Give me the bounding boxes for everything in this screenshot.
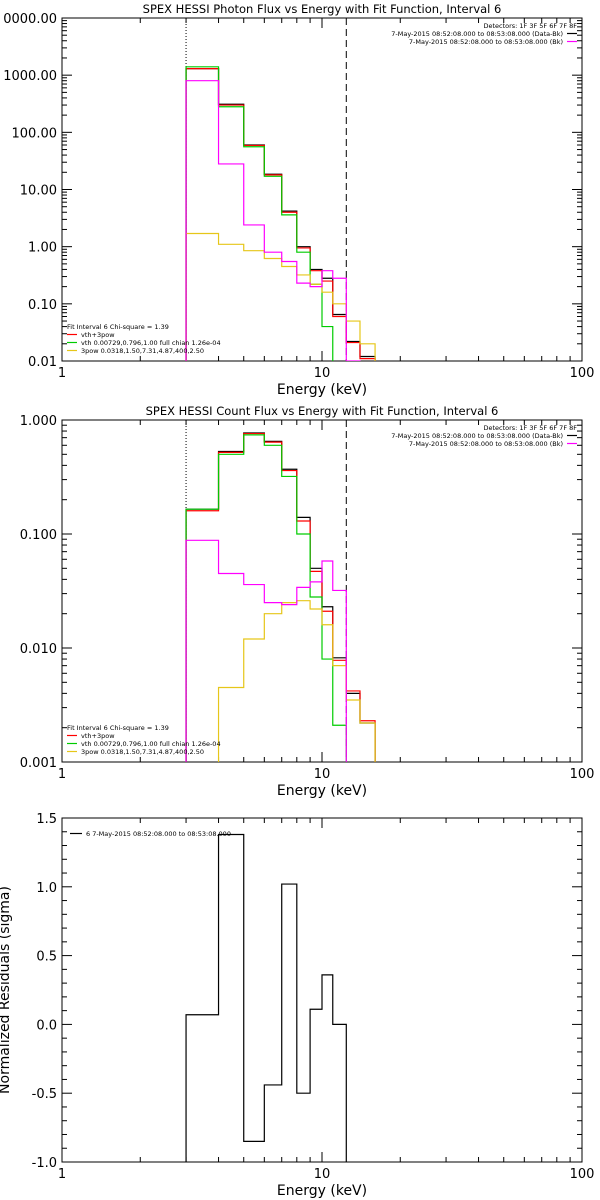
legend-entry: 7-May-2015 08:52:08.000 to 08:53:08.000 … bbox=[409, 440, 563, 448]
legend-entry: Fit Interval 6 Chi-square = 1.39 bbox=[67, 323, 169, 331]
legend-entry: vth 0.00729,0.796,1.00 full chian 1.26e-… bbox=[81, 339, 221, 347]
legend-entry: Fit Interval 6 Chi-square = 1.39 bbox=[67, 724, 169, 732]
legend-entry: 7-May-2015 08:52:08.000 to 08:53:08.000 … bbox=[409, 38, 563, 46]
chart-title: SPEX HESSI Count Flux vs Energy with Fit… bbox=[146, 404, 499, 418]
y-tick-label: 0.100 bbox=[20, 528, 57, 543]
x-tick-label: 1 bbox=[58, 1167, 66, 1182]
x-tick-label: 100 bbox=[570, 1167, 595, 1182]
legend-entry: vth+3pow bbox=[81, 331, 115, 339]
series-group bbox=[185, 432, 376, 762]
series-line-Data-Bk bbox=[185, 432, 376, 762]
x-tick-label: 10 bbox=[314, 1167, 331, 1182]
y-tick-label: 100.00 bbox=[12, 126, 58, 141]
x-tick-label: 1 bbox=[58, 767, 66, 782]
series-line-vth+3pow bbox=[185, 432, 376, 762]
x-axis-label: Energy (keV) bbox=[277, 1183, 367, 1199]
y-tick-label: 0.001 bbox=[20, 756, 57, 771]
legend-entry: 7-May-2015 08:52:08.000 to 08:53:08.000 … bbox=[391, 432, 563, 440]
series-line-6 bbox=[185, 833, 347, 1162]
series-line-3pow bbox=[185, 232, 376, 361]
chart-2: SPEX HESSI Count Flux vs Energy with Fit… bbox=[20, 404, 595, 799]
legend-entry: vth 0.00729,0.796,1.00 full chian 1.26e-… bbox=[81, 740, 221, 748]
y-tick-label: -0.5 bbox=[32, 1087, 57, 1102]
legend-entry: 6 7-May-2015 08:52:08.000 to 08:53:08.00… bbox=[86, 830, 231, 838]
x-tick-label: 100 bbox=[570, 767, 595, 782]
y-tick-label: 0.5 bbox=[36, 950, 57, 965]
y-tick-label: -1.0 bbox=[32, 1156, 57, 1171]
series-line-Bk bbox=[185, 539, 376, 762]
x-axis-label: Energy (keV) bbox=[277, 382, 367, 398]
y-tick-label: 10.00 bbox=[20, 184, 57, 199]
series-line-Data-Bk bbox=[185, 68, 376, 361]
y-tick-label: 0.0 bbox=[36, 1018, 57, 1033]
chart-1: SPEX HESSI Photon Flux vs Energy with Fi… bbox=[3, 2, 595, 398]
x-tick-label: 1 bbox=[58, 366, 66, 381]
y-tick-label: 1.00 bbox=[28, 241, 57, 256]
series-line-vth bbox=[185, 434, 376, 762]
series-group bbox=[185, 66, 376, 361]
series-line-3pow bbox=[185, 600, 376, 762]
legend-entry: 3pow 0.0318,1.50,7.31,4.87,400,2.50 bbox=[81, 347, 204, 355]
legend-entry: 7-May-2015 08:52:08.000 to 08:53:08.000 … bbox=[391, 30, 563, 38]
y-tick-label: 1.0 bbox=[36, 881, 57, 896]
legend-entry: Detectors: 1F 3F 5F 6F 7F 8F bbox=[483, 424, 577, 432]
x-tick-label: 10 bbox=[314, 767, 331, 782]
y-tick-label: 1000.00 bbox=[3, 69, 57, 84]
legend-entry: 3pow 0.0318,1.50,7.31,4.87,400,2.50 bbox=[81, 748, 204, 756]
series-line-vth bbox=[185, 66, 376, 361]
y-tick-label: 0.010 bbox=[20, 642, 57, 657]
series-group bbox=[185, 833, 347, 1162]
y-tick-label: 1.000 bbox=[20, 414, 57, 429]
series-line-vth+3pow bbox=[185, 68, 376, 361]
x-tick-label: 10 bbox=[314, 366, 331, 381]
y-tick-label: 0000.00 bbox=[3, 12, 57, 27]
chart-3: 1 10 100 Energy (keV) -1.0 -0.5 0.0 0.5 1.0 1.5 No… bbox=[0, 812, 594, 1199]
series-line-Bk bbox=[185, 80, 376, 361]
y-tick-label: 1.5 bbox=[36, 812, 57, 827]
y-tick-label: 0.01 bbox=[28, 355, 57, 370]
chart-title: SPEX HESSI Photon Flux vs Energy with Fi… bbox=[143, 2, 502, 16]
x-tick-label: 100 bbox=[570, 366, 595, 381]
y-tick-label: 0.10 bbox=[28, 298, 57, 313]
x-axis-label: Energy (keV) bbox=[277, 783, 367, 799]
legend-entry: vth+3pow bbox=[81, 732, 115, 740]
y-axis-label: Normalized Residuals (sigma) bbox=[0, 886, 13, 1094]
legend-entry: Detectors: 1F 3F 5F 6F 7F 8F bbox=[483, 22, 577, 30]
